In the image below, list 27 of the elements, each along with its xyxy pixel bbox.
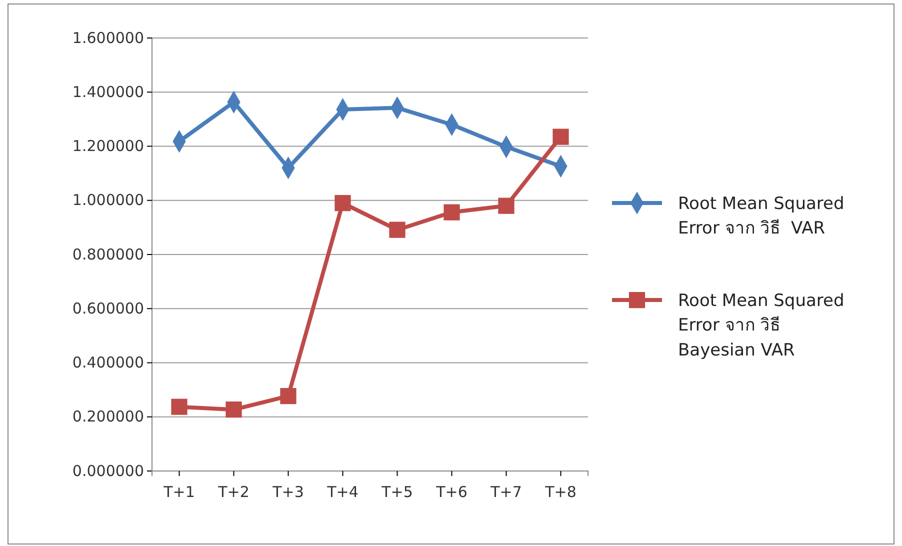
y-tick-label: 1.400000 <box>72 82 144 101</box>
x-tick-label: T+3 <box>272 483 304 501</box>
y-tick-label: 1.600000 <box>72 28 144 47</box>
x-tick-label: T+8 <box>544 483 576 501</box>
point <box>334 195 351 212</box>
point <box>498 198 514 214</box>
y-tick-label: 0.800000 <box>72 245 144 264</box>
y-tick-label: 1.000000 <box>72 191 144 210</box>
x-tick-label: T+4 <box>326 483 358 501</box>
x-tick-label: T+1 <box>162 483 195 501</box>
y-tick-label: 0.000000 <box>72 462 144 480</box>
point <box>171 398 188 415</box>
point <box>226 402 242 418</box>
legend-label: Root Mean Squared Error จาก วิธี VAR <box>678 194 844 239</box>
y-tick-label: 0.200000 <box>72 408 144 426</box>
x-tick-label: T+2 <box>217 483 250 501</box>
y-tick-label: 0.600000 <box>72 299 144 318</box>
legend-label: Root Mean Squared Error จาก วิธี Bayesian VAR <box>678 291 844 360</box>
x-tick-label: T+5 <box>380 483 413 501</box>
y-tick-label: 0.400000 <box>72 354 144 372</box>
point <box>389 222 406 238</box>
x-tick-label: T+7 <box>490 483 522 501</box>
y-tick-label: 1.200000 <box>72 137 144 156</box>
x-tick-label: T+6 <box>435 483 468 501</box>
point <box>280 388 296 404</box>
point <box>552 128 569 145</box>
point <box>444 204 460 220</box>
